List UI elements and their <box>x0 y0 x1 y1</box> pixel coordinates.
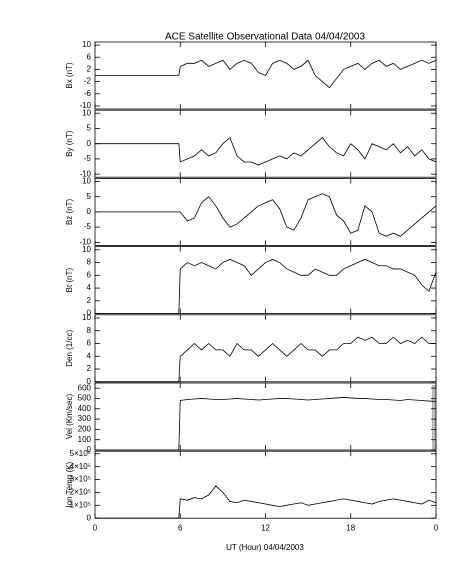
y-tick-label: 0 <box>87 445 92 454</box>
y-tick-label: 6 <box>87 52 92 61</box>
y-tick-label: 6 <box>87 339 92 348</box>
y-axis-label: By (nT) <box>65 130 74 157</box>
y-tick-label: 2 <box>87 65 92 74</box>
y-axis-label: Vel (Km/sec) <box>65 393 74 439</box>
y-tick-label: 0 <box>87 207 92 216</box>
y-tick-label: 2 <box>87 296 92 305</box>
y-tick-label: 2×10⁵ <box>70 488 91 497</box>
x-tick-label: 0 <box>434 523 439 532</box>
y-tick-label: 500 <box>78 394 92 403</box>
y-axis-label: Bx (nT) <box>65 62 74 89</box>
data-gap-shading <box>432 385 436 451</box>
y-axis-label: Bz (nT) <box>65 198 74 225</box>
x-tick-label: 12 <box>261 523 270 532</box>
y-tick-label: -2 <box>84 77 92 86</box>
x-tick-label: 0 <box>93 523 98 532</box>
y-tick-label: 2 <box>87 364 92 373</box>
y-tick-label: 400 <box>78 404 92 413</box>
y-tick-label: 100 <box>78 435 92 444</box>
y-tick-label: 4 <box>87 283 92 292</box>
y-tick-label: 6 <box>87 270 92 279</box>
y-tick-label: 3×10⁵ <box>70 475 91 484</box>
y-tick-label: 8 <box>87 326 92 335</box>
y-tick-label: 0 <box>87 513 92 522</box>
y-tick-label: 0 <box>87 309 92 318</box>
y-tick-label: -10 <box>79 237 91 246</box>
y-tick-label: -6 <box>84 89 92 98</box>
data-line <box>95 193 437 237</box>
y-tick-label: -5 <box>84 222 92 231</box>
chart-title: ACE Satellite Observational Data 04/04/2… <box>165 32 366 43</box>
y-tick-label: 10 <box>82 40 91 49</box>
y-tick-label: 8 <box>87 258 92 267</box>
x-tick-label: 18 <box>346 523 355 532</box>
y-tick-label: 0 <box>87 377 92 386</box>
y-tick-label: 600 <box>78 383 92 392</box>
y-tick-label: 300 <box>78 414 92 423</box>
y-axis-label: Ion Temp (K) <box>65 462 74 508</box>
y-axis-label: Den (1/cc) <box>65 330 74 367</box>
data-line <box>95 59 437 89</box>
data-line <box>95 136 437 166</box>
y-tick-label: 10 <box>82 177 91 186</box>
y-tick-label: 1×10⁵ <box>70 500 91 509</box>
x-axis-label: UT (Hour) 04/04/2003 <box>226 543 304 552</box>
data-line <box>95 336 436 383</box>
y-tick-label: 10 <box>82 313 91 322</box>
data-line <box>95 485 437 519</box>
y-tick-label: 5 <box>87 192 92 201</box>
y-tick-label: 5 <box>87 124 92 133</box>
data-line <box>95 397 437 451</box>
y-tick-label: 4×10⁵ <box>70 462 91 471</box>
y-tick-label: 10 <box>82 245 91 254</box>
y-tick-label: 0 <box>87 139 92 148</box>
y-tick-label: 4 <box>87 351 92 360</box>
y-tick-label: 200 <box>78 424 92 433</box>
y-tick-label: 10 <box>82 108 91 117</box>
y-tick-label: -10 <box>79 101 91 110</box>
data-line <box>95 258 437 314</box>
y-axis-label: Bt (nT) <box>65 268 74 293</box>
y-tick-label: -10 <box>79 169 91 178</box>
y-tick-label: 5×10⁵ <box>70 449 91 458</box>
y-tick-label: -5 <box>84 154 92 163</box>
x-tick-label: 6 <box>178 523 183 532</box>
